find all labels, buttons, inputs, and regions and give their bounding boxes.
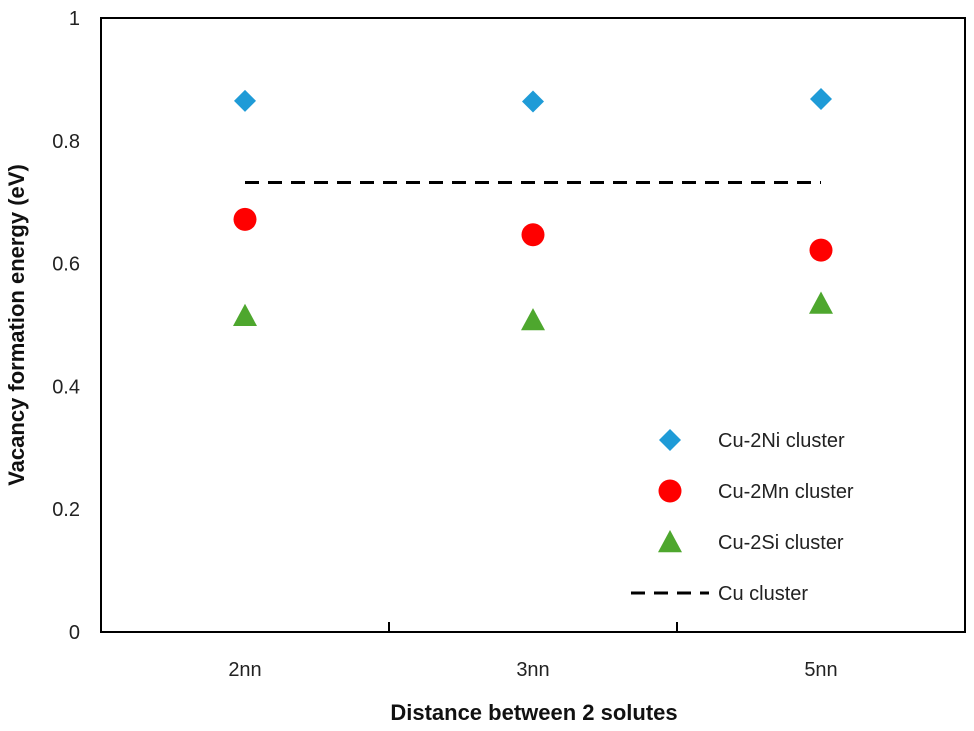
y-tick-label: 0 xyxy=(69,622,80,644)
legend-label: Cu-2Mn cluster xyxy=(718,481,854,503)
legend-symbol xyxy=(658,530,682,553)
x-tick-label: 2nn xyxy=(228,659,261,681)
legend-item: Cu-2Ni cluster xyxy=(659,429,845,452)
legend-item: Cu cluster xyxy=(631,583,808,605)
data-point xyxy=(234,89,256,112)
series-layer xyxy=(233,88,833,331)
x-axis-ticks xyxy=(388,622,678,632)
series-diamond xyxy=(234,88,832,113)
x-axis-title: Distance between 2 solutes xyxy=(390,700,677,725)
x-axis-tick-labels: 2nn 3nn 5nn xyxy=(228,659,837,681)
data-point xyxy=(809,238,833,262)
y-tick-label: 0.2 xyxy=(52,499,80,521)
y-axis-tick-labels: 0 0.2 0.4 0.6 0.8 1 xyxy=(52,8,80,644)
legend-item: Cu-2Mn cluster xyxy=(658,479,854,503)
y-tick-label: 0.4 xyxy=(52,376,80,398)
legend-symbol xyxy=(658,479,682,503)
legend-label: Cu-2Ni cluster xyxy=(718,430,845,452)
data-point xyxy=(810,88,832,111)
data-point xyxy=(521,223,545,247)
y-tick-label: 0.8 xyxy=(52,131,80,153)
legend: Cu-2Ni cluster Cu-2Mn cluster Cu-2Si clust… xyxy=(631,429,854,605)
data-point xyxy=(233,303,257,326)
y-tick-label: 1 xyxy=(69,8,80,30)
x-tick-label: 5nn xyxy=(804,659,837,681)
series-circle xyxy=(233,207,833,262)
plot-area xyxy=(100,17,966,633)
legend-label: Cu cluster xyxy=(718,583,808,605)
data-point xyxy=(233,207,257,231)
y-axis-title: Vacancy formation energy (eV) xyxy=(4,164,29,486)
legend-item: Cu-2Si cluster xyxy=(658,530,844,554)
series-triangle xyxy=(233,291,833,331)
data-point xyxy=(522,90,544,113)
legend-label: Cu-2Si cluster xyxy=(718,532,844,554)
y-tick-label: 0.6 xyxy=(52,254,80,276)
x-tick-label: 3nn xyxy=(516,659,549,681)
data-point xyxy=(809,291,833,314)
legend-symbol xyxy=(659,429,681,451)
data-point xyxy=(521,308,545,331)
